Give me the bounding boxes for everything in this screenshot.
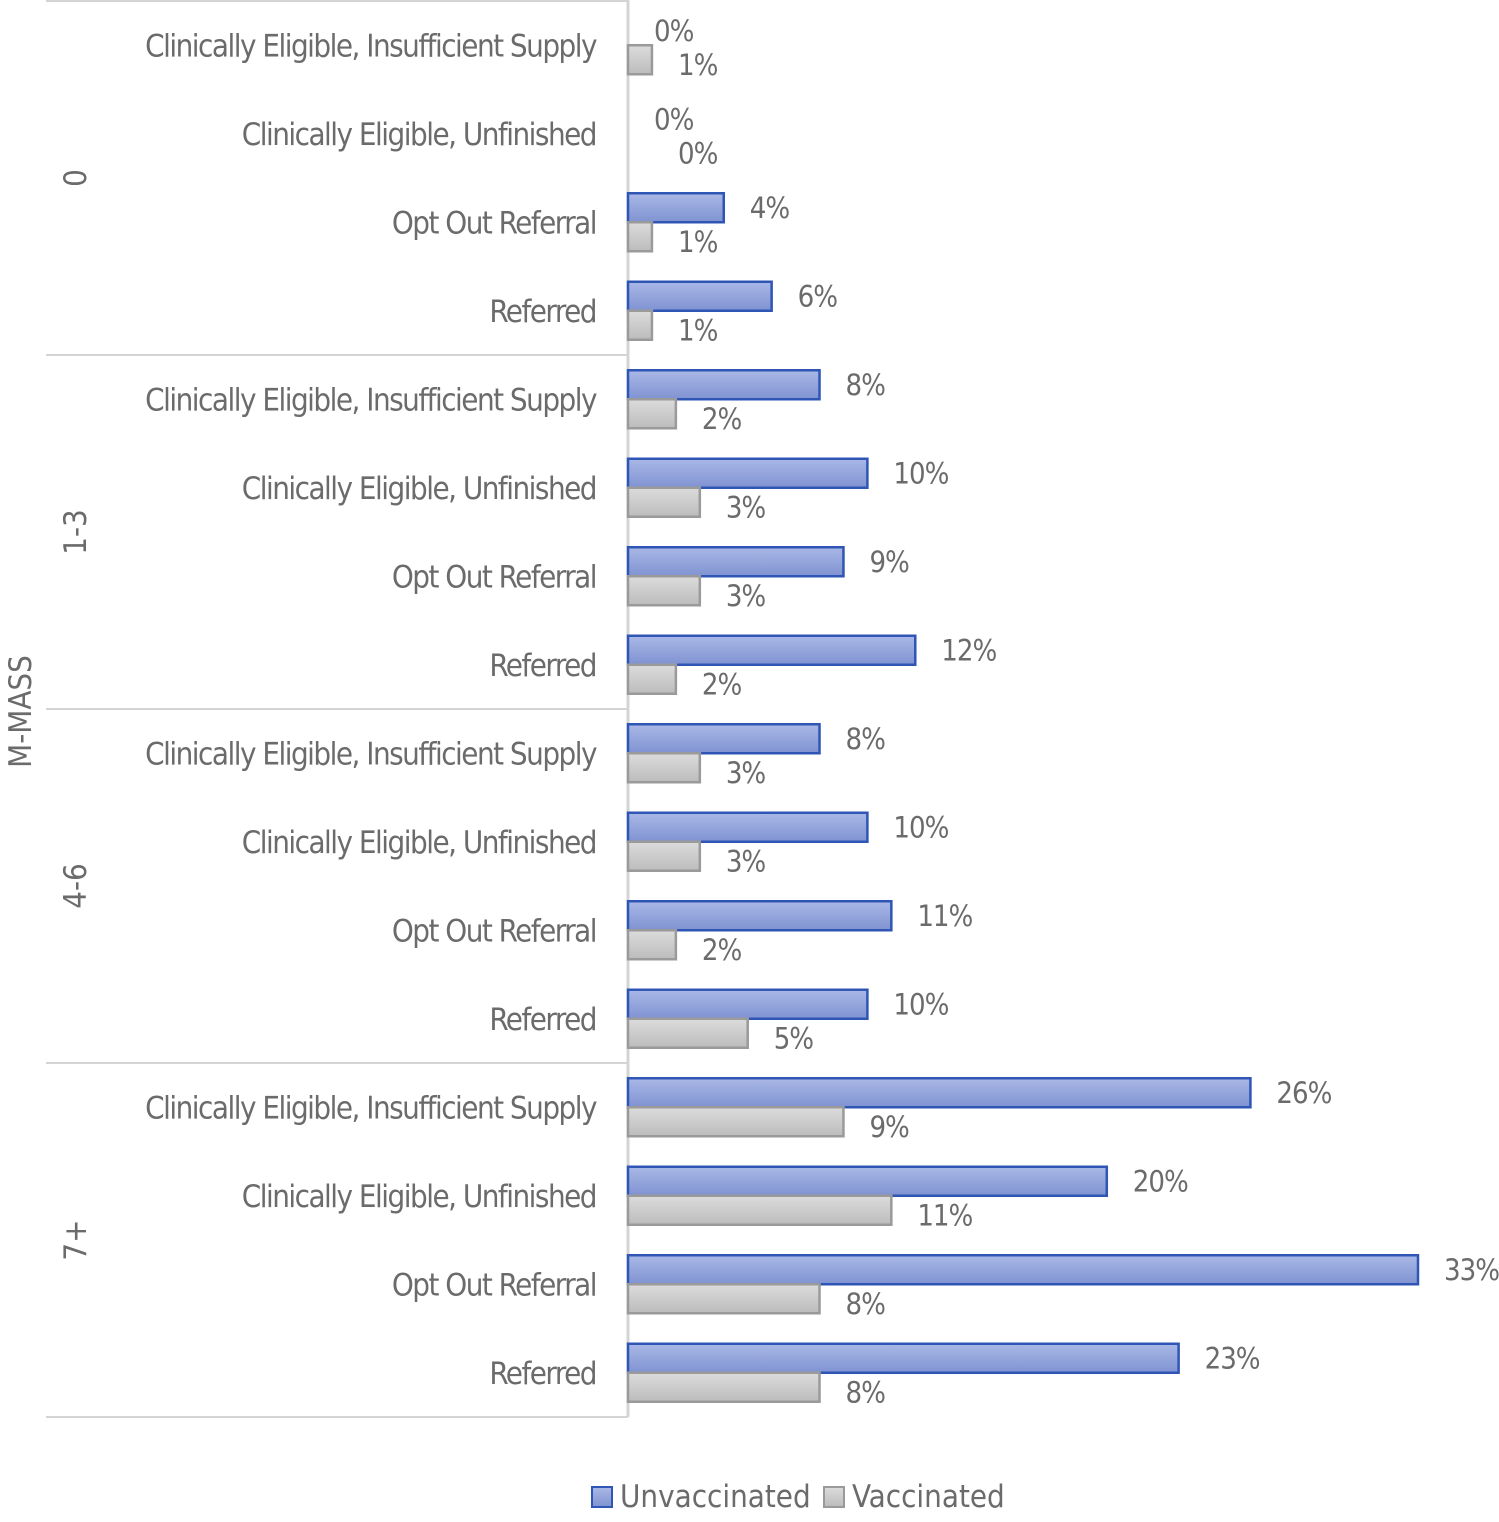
value-label-unvaccinated: 12% [941, 633, 996, 667]
value-label-vaccinated: 8% [846, 1375, 886, 1409]
value-label-unvaccinated: 10% [893, 987, 948, 1021]
category-label: Opt Out Referral [392, 205, 596, 241]
category-label: Clinically Eligible, Insufficient Supply [145, 736, 597, 772]
category-label: Clinically Eligible, Unfinished [242, 117, 596, 153]
value-label-vaccinated: 9% [869, 1110, 909, 1144]
bar-unvaccinated [626, 457, 869, 489]
category-label: Referred [489, 648, 596, 684]
category-label: Clinically Eligible, Insufficient Supply [145, 1090, 597, 1126]
bar-vaccinated [626, 486, 702, 518]
bar-vaccinated [626, 44, 654, 76]
value-label-vaccinated: 8% [846, 1287, 886, 1321]
value-label-unvaccinated: 10% [893, 810, 948, 844]
category-label: Referred [489, 1356, 596, 1392]
bar-vaccinated [626, 929, 678, 961]
value-label-unvaccinated: 23% [1205, 1341, 1260, 1375]
value-label-vaccinated: 3% [726, 579, 766, 613]
category-label: Opt Out Referral [392, 559, 596, 595]
value-label-unvaccinated: 10% [893, 456, 948, 490]
axis-title: M-MASS [3, 655, 39, 768]
bar-vaccinated [626, 309, 654, 341]
value-label-unvaccinated: 0% [654, 14, 694, 48]
value-label-unvaccinated: 33% [1444, 1253, 1499, 1287]
bar-vaccinated [626, 1371, 821, 1403]
group-label: 4-6 [58, 863, 94, 909]
value-label-unvaccinated: 20% [1133, 1164, 1188, 1198]
bar-vaccinated [626, 840, 702, 872]
group-label: 0 [58, 169, 94, 187]
bar-unvaccinated [626, 988, 869, 1020]
value-label-vaccinated: 2% [702, 933, 742, 967]
bar-vaccinated [626, 1283, 821, 1315]
bars: 0%1%0%0%4%1%6%1%8%2%10%3%9%3%12%2%8%3%10… [626, 14, 1499, 1409]
legend-label-vaccinated: Vaccinated [852, 1479, 1005, 1515]
value-label-vaccinated: 2% [702, 402, 742, 436]
legend-swatch-unvaccinated [591, 1486, 613, 1508]
bar-vaccinated [626, 221, 654, 253]
category-labels: 0 Clinically Eligible, Insufficient Suppl… [3, 28, 598, 1392]
value-label-unvaccinated: 11% [917, 899, 972, 933]
bar-unvaccinated [626, 811, 869, 843]
value-label-vaccinated: 1% [678, 313, 718, 347]
bar-vaccinated [626, 663, 678, 695]
value-label-vaccinated: 5% [774, 1021, 814, 1055]
bar-vaccinated [626, 575, 702, 607]
value-label-vaccinated: 1% [678, 48, 718, 82]
category-label: Referred [489, 1002, 596, 1038]
value-label-vaccinated: 11% [917, 1198, 972, 1232]
bar-vaccinated [626, 398, 678, 430]
group-label: 7+ [58, 1219, 94, 1260]
value-label-vaccinated: 0% [678, 136, 718, 170]
category-label: Referred [489, 294, 596, 330]
legend: Unvaccinated Vaccinated [591, 1479, 1005, 1515]
value-label-unvaccinated: 9% [869, 545, 909, 579]
category-label: Clinically Eligible, Unfinished [242, 1179, 596, 1215]
bar-unvaccinated [626, 546, 845, 578]
bar-vaccinated [626, 1017, 749, 1049]
value-label-unvaccinated: 0% [654, 102, 694, 136]
value-label-unvaccinated: 8% [846, 368, 886, 402]
bar-vaccinated [626, 1194, 893, 1226]
bar-unvaccinated [626, 1165, 1109, 1197]
bar-unvaccinated [626, 634, 917, 666]
value-label-vaccinated: 3% [726, 756, 766, 790]
legend-label-unvaccinated: Unvaccinated [620, 1479, 811, 1515]
value-label-unvaccinated: 6% [798, 279, 838, 313]
bar-vaccinated [626, 752, 702, 784]
category-label: Clinically Eligible, Insufficient Supply [145, 382, 597, 418]
bar-unvaccinated [626, 369, 821, 401]
bar-unvaccinated [626, 723, 821, 755]
legend-swatch-vaccinated [823, 1486, 845, 1508]
category-label: Clinically Eligible, Unfinished [242, 471, 596, 507]
bar-unvaccinated [626, 1342, 1180, 1374]
bar-unvaccinated [626, 280, 773, 312]
value-label-vaccinated: 3% [726, 844, 766, 878]
bar-unvaccinated [626, 192, 726, 224]
bar-vaccinated [626, 1106, 845, 1138]
value-label-vaccinated: 2% [702, 667, 742, 701]
value-label-vaccinated: 3% [726, 490, 766, 524]
value-label-unvaccinated: 26% [1276, 1076, 1331, 1110]
value-label-unvaccinated: 4% [750, 191, 790, 225]
category-label: Opt Out Referral [392, 1267, 596, 1303]
category-label: Clinically Eligible, Unfinished [242, 825, 596, 861]
value-label-unvaccinated: 8% [846, 722, 886, 756]
value-label-vaccinated: 1% [678, 225, 718, 259]
bar-unvaccinated [626, 1254, 1420, 1286]
category-label: Clinically Eligible, Insufficient Supply [145, 28, 597, 64]
bar-unvaccinated [626, 1077, 1252, 1109]
category-label: Opt Out Referral [392, 913, 596, 949]
bar-unvaccinated [626, 900, 893, 932]
group-label: 1-3 [58, 509, 94, 555]
